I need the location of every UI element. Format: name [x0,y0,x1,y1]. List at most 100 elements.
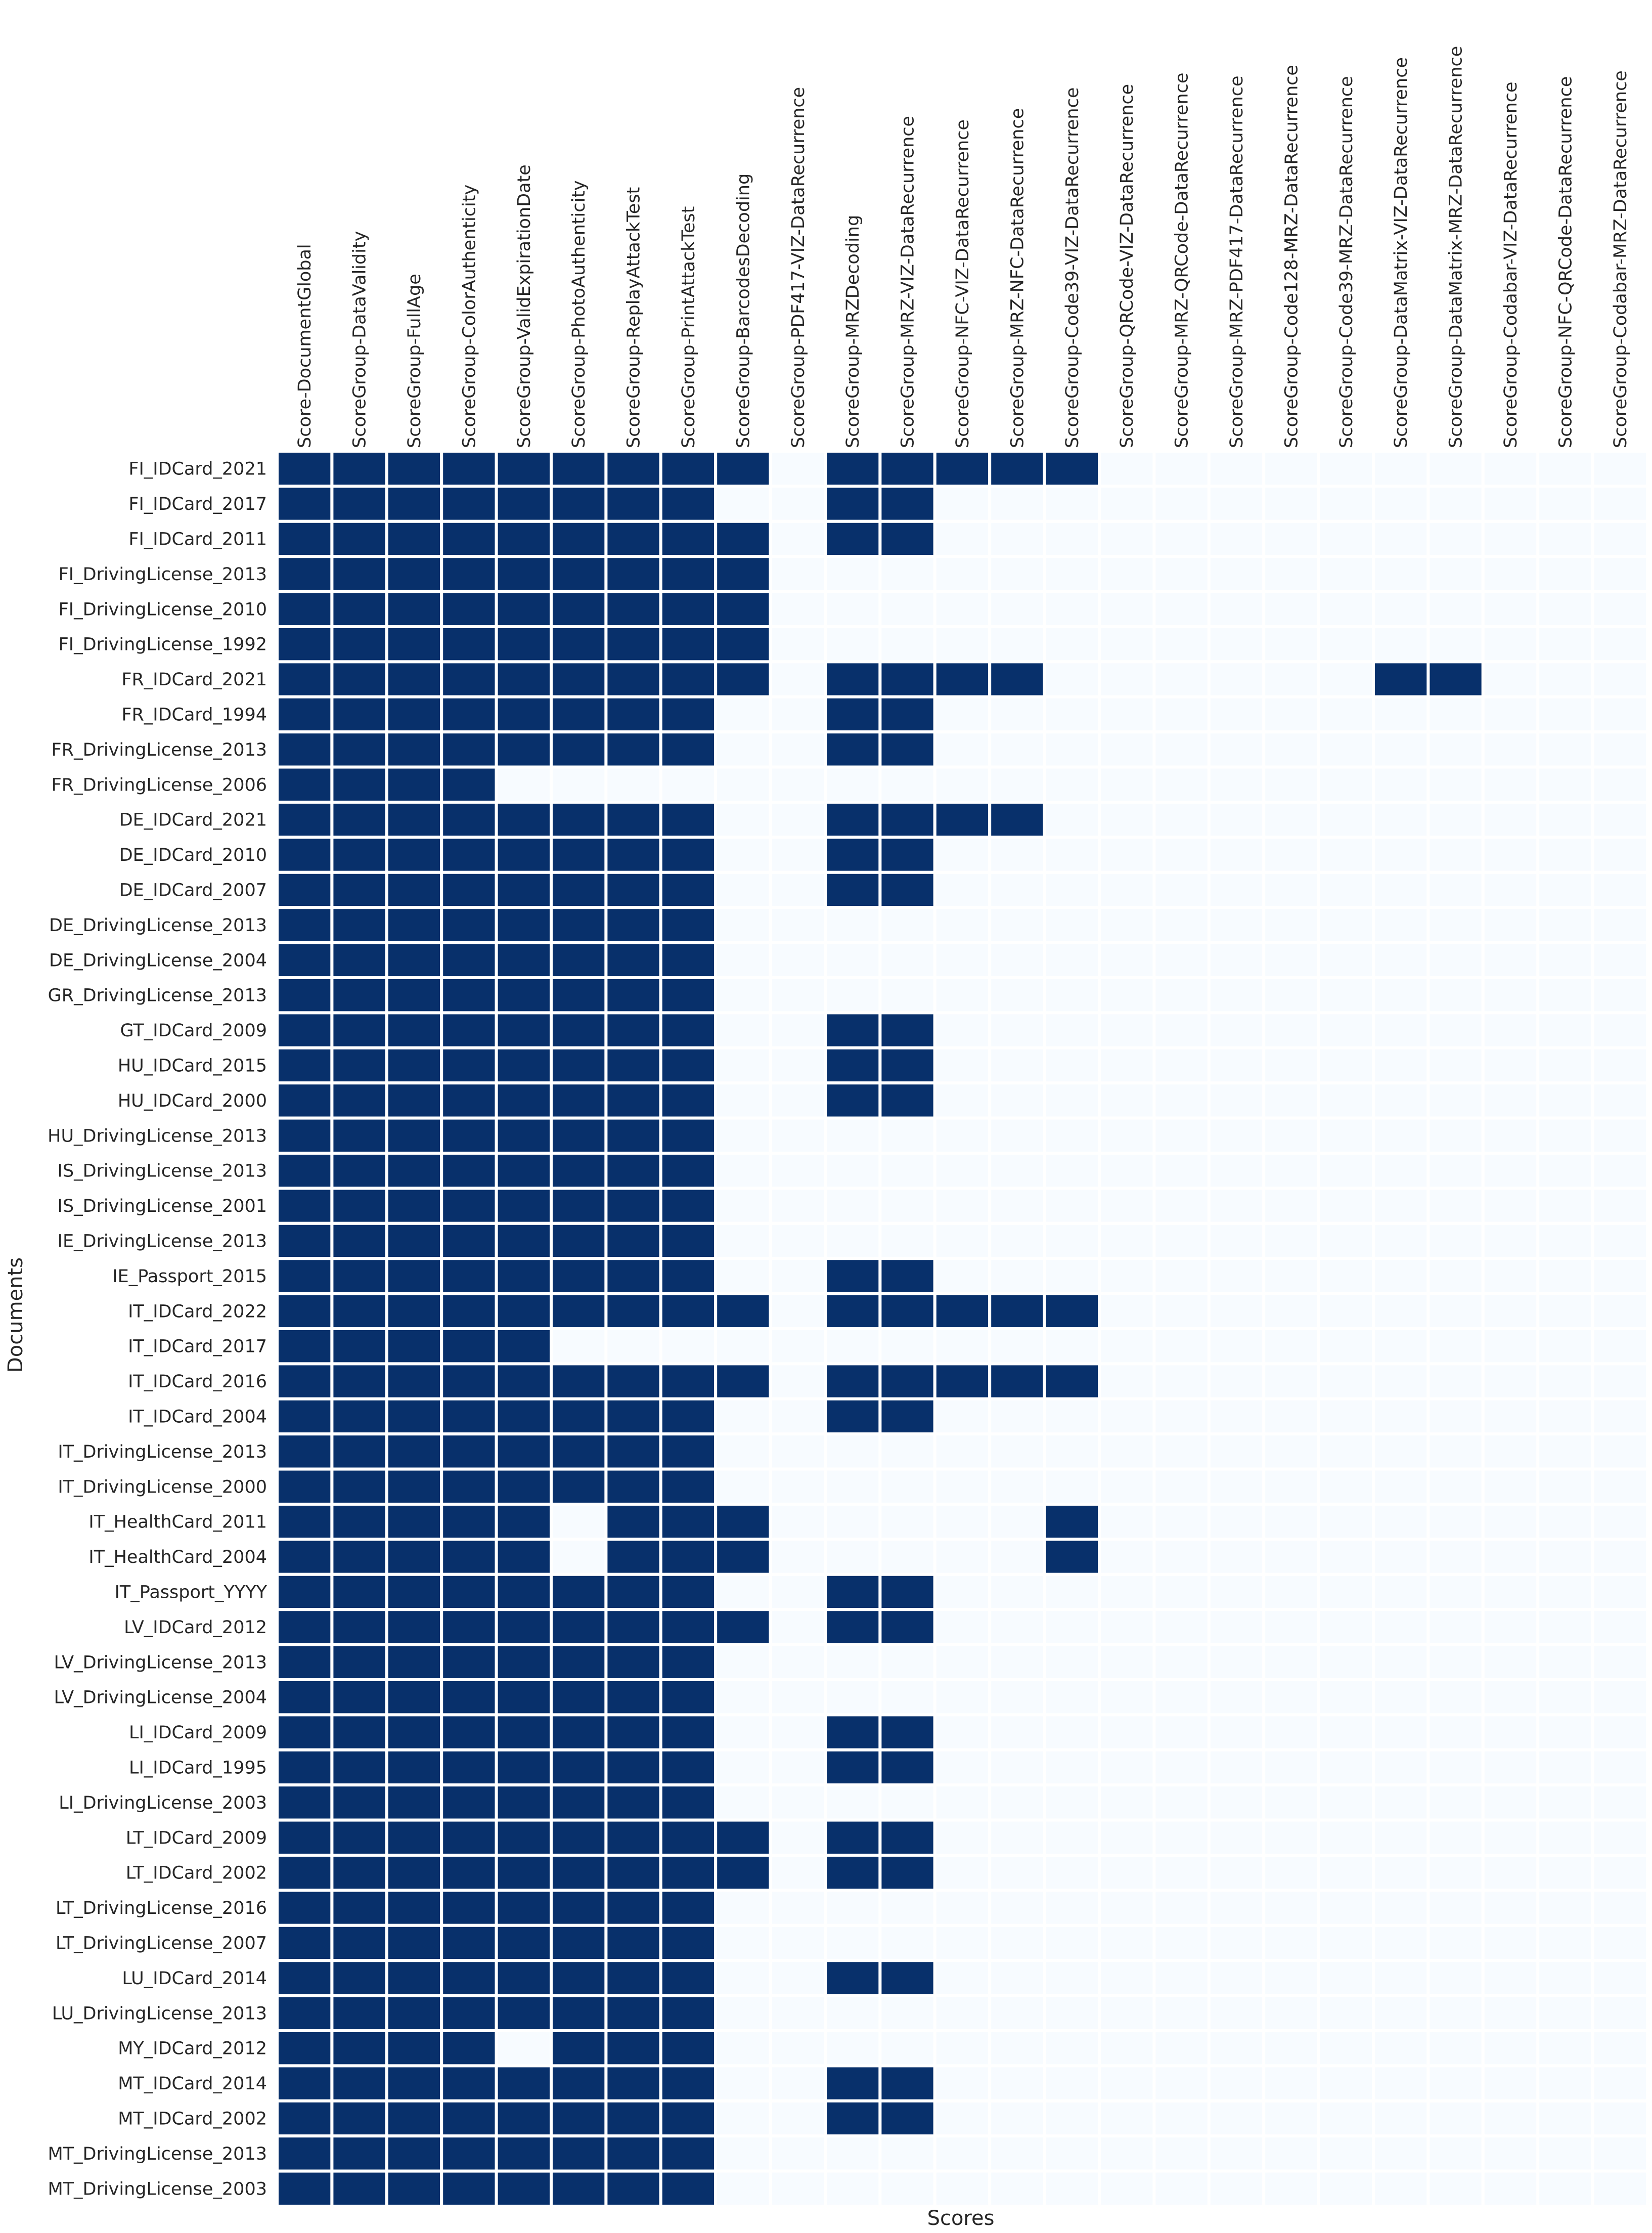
heatmap-cell [1372,1783,1430,1822]
heatmap-cell [440,1572,498,1611]
heatmap-cell [1536,1854,1594,1892]
heatmap-cell [1098,1467,1156,1506]
heatmap-cell [1207,2099,1266,2138]
heatmap-cell [1481,1187,1540,1225]
heatmap-cell [878,519,936,558]
heatmap-cell [276,1327,334,1366]
heatmap-cell [769,1923,827,1962]
heatmap-cell [276,660,334,698]
heatmap-cell [1372,1046,1430,1085]
heatmap-cell [1426,590,1485,628]
heatmap-cell [988,870,1046,909]
heatmap-cell [1043,941,1101,979]
heatmap-cell [933,1081,992,1120]
heatmap-cell [330,625,388,664]
row-label: FI_DrivingLicense_2010 [59,599,267,620]
heatmap-cell [659,1818,718,1857]
heatmap-cell [1098,450,1156,488]
heatmap-cell [1536,485,1594,523]
heatmap-cell [1152,1011,1211,1049]
heatmap-cell [769,1292,827,1331]
heatmap-cell [1043,976,1101,1015]
heatmap-cell [1481,1923,1540,1962]
heatmap-cell [495,1152,553,1190]
row-label: IE_DrivingLicense_2013 [58,1232,267,1252]
heatmap-cell [1317,1854,1375,1892]
heatmap-cell [1043,695,1101,734]
heatmap-cell [1098,1221,1156,1260]
heatmap-cell [1372,1923,1430,1962]
heatmap-cell [550,1257,608,1295]
heatmap-cell [495,485,553,523]
heatmap-cell [495,765,553,804]
heatmap-cell [988,1467,1046,1506]
row-label: HU_IDCard_2015 [118,1056,267,1076]
heatmap-cell [933,1432,992,1471]
heatmap-cell [1481,1783,1540,1822]
heatmap-cell [1043,906,1101,944]
heatmap-cell [276,1818,334,1857]
heatmap-cell [933,801,992,839]
heatmap-cell [824,1327,882,1366]
heatmap-cell [276,519,334,558]
heatmap-cell [1591,1362,1649,1400]
heatmap-cell [824,976,882,1015]
heatmap-cell [385,1959,443,1997]
heatmap-cell [330,1292,388,1331]
heatmap-cell [550,1678,608,1717]
heatmap-cell [1426,730,1485,769]
heatmap-cell [1372,519,1430,558]
heatmap-cell [495,2134,553,2173]
heatmap-cell [714,1748,772,1787]
heatmap-cell [988,1362,1046,1400]
heatmap-cell [1372,555,1430,593]
heatmap-cell [550,625,608,664]
heatmap-cell [1426,1608,1485,1646]
heatmap-cell [878,2029,936,2068]
heatmap-cell [1481,1818,1540,1857]
heatmap-cell [1207,1854,1266,1892]
row-label: MT_DrivingLicense_2003 [48,2179,267,2199]
heatmap-cell [769,1959,827,1997]
heatmap-cell [1043,1608,1101,1646]
heatmap-cell [1372,730,1430,769]
row-label: FR_IDCard_2021 [121,670,267,690]
heatmap-cell [1481,1959,1540,1997]
heatmap-cell [769,1046,827,1085]
heatmap-cell [933,906,992,944]
heatmap-cell [385,1081,443,1120]
heatmap-cell [1317,1923,1375,1962]
heatmap-cell [440,1538,498,1576]
heatmap-cell [330,1116,388,1155]
row-label: LT_IDCard_2002 [126,1863,267,1884]
heatmap-cell [385,1923,443,1962]
heatmap-cell [276,1221,334,1260]
heatmap-cell [1207,590,1266,628]
heatmap-cell [1207,1748,1266,1787]
heatmap-cell [276,941,334,979]
heatmap-cell [1207,1818,1266,1857]
heatmap-cell [330,1889,388,1927]
heatmap-cell [495,1362,553,1400]
heatmap-cell [714,1221,772,1260]
heatmap-cell [1098,1081,1156,1120]
heatmap-cell [1591,1783,1649,1822]
row-label: FI_IDCard_2017 [128,494,267,514]
heatmap-cell [933,1538,992,1576]
heatmap-cell [933,1713,992,1752]
heatmap-cell [988,2169,1046,2208]
heatmap-cell [1262,836,1320,874]
heatmap-cell [1262,801,1320,839]
heatmap-cell [1481,1538,1540,1576]
heatmap-cell [550,1081,608,1120]
heatmap-cell [1481,1608,1540,1646]
heatmap-cell [988,695,1046,734]
heatmap-cell [1098,1854,1156,1892]
heatmap-cell [604,519,662,558]
heatmap-cell [1262,2169,1320,2208]
heatmap-cell [1152,730,1211,769]
heatmap-cell [604,1432,662,1471]
heatmap-cell [1098,2099,1156,2138]
heatmap-cell [276,1572,334,1611]
heatmap-cell [1536,555,1594,593]
